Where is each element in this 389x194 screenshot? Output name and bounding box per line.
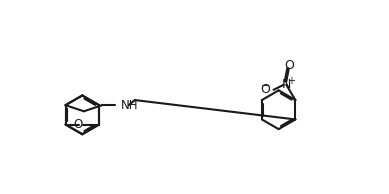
Text: O: O (260, 83, 270, 96)
Text: −: − (261, 81, 270, 91)
Text: O: O (73, 118, 82, 131)
Text: NH: NH (121, 99, 138, 112)
Text: +: + (287, 76, 295, 86)
Text: O: O (284, 59, 294, 72)
Text: N: N (282, 78, 291, 91)
